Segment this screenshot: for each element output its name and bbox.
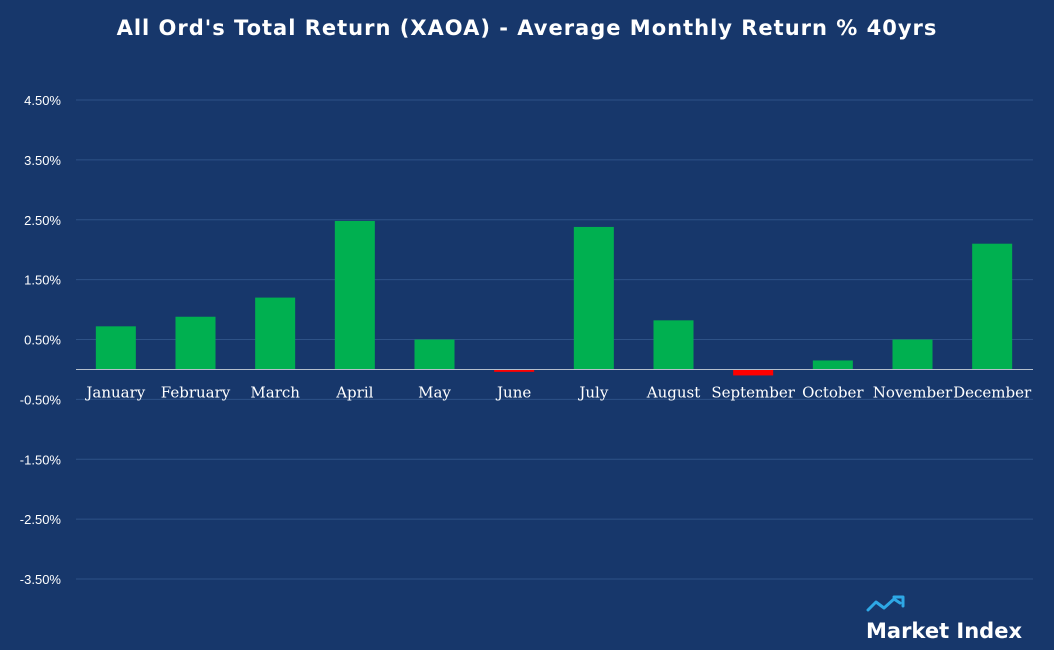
x-tick-label-may: May [418,383,451,401]
x-tick-label-july: July [577,383,608,401]
y-tick-label: -0.50% [20,392,62,407]
y-tick-label: 2.50% [24,213,61,228]
trend-arrow-icon [866,595,905,612]
bars [95,220,1013,376]
x-tick-label-october: October [802,383,864,401]
brand-name: Market Index [866,619,1023,643]
x-tick-label-june: June [495,383,531,401]
chart-title: All Ord's Total Return (XAOA) - Average … [116,16,938,40]
y-tick-label: -3.50% [20,572,62,587]
x-tick-label-march: March [250,383,300,401]
x-tick-label-november: November [873,383,953,401]
bar-november [892,339,933,370]
x-tick-label-september: September [711,383,795,401]
y-tick-label: 0.50% [24,333,61,348]
x-tick-label-december: December [953,383,1032,401]
y-tick-label: -2.50% [20,512,62,527]
x-axis-tick-labels: January February March April May June July Augu… [84,383,1032,401]
bar-september [733,369,774,376]
bar-july [573,226,614,370]
bar-may [414,339,455,370]
y-tick-label: 3.50% [24,153,61,168]
bar-april [334,220,375,370]
y-tick-label: 4.50% [24,93,61,108]
y-tick-label: 1.50% [24,273,61,288]
x-tick-label-april: April [335,383,373,401]
bar-june [494,369,535,372]
bar-august [653,320,694,370]
y-axis-tick-labels: 4.50% 3.50% 2.50% 1.50% 0.50% -0.50% -1.50% -2.… [20,93,62,587]
x-tick-label-february: February [161,383,231,401]
grid-lines [76,99,1033,580]
bar-december [972,243,1013,370]
x-tick-label-august: August [646,383,700,401]
y-tick-label: -1.50% [20,452,62,467]
bar-october [812,360,853,370]
bar-march [255,297,296,370]
x-tick-label-january: January [84,383,145,401]
bar-february [175,316,216,370]
bar-january [95,326,136,370]
